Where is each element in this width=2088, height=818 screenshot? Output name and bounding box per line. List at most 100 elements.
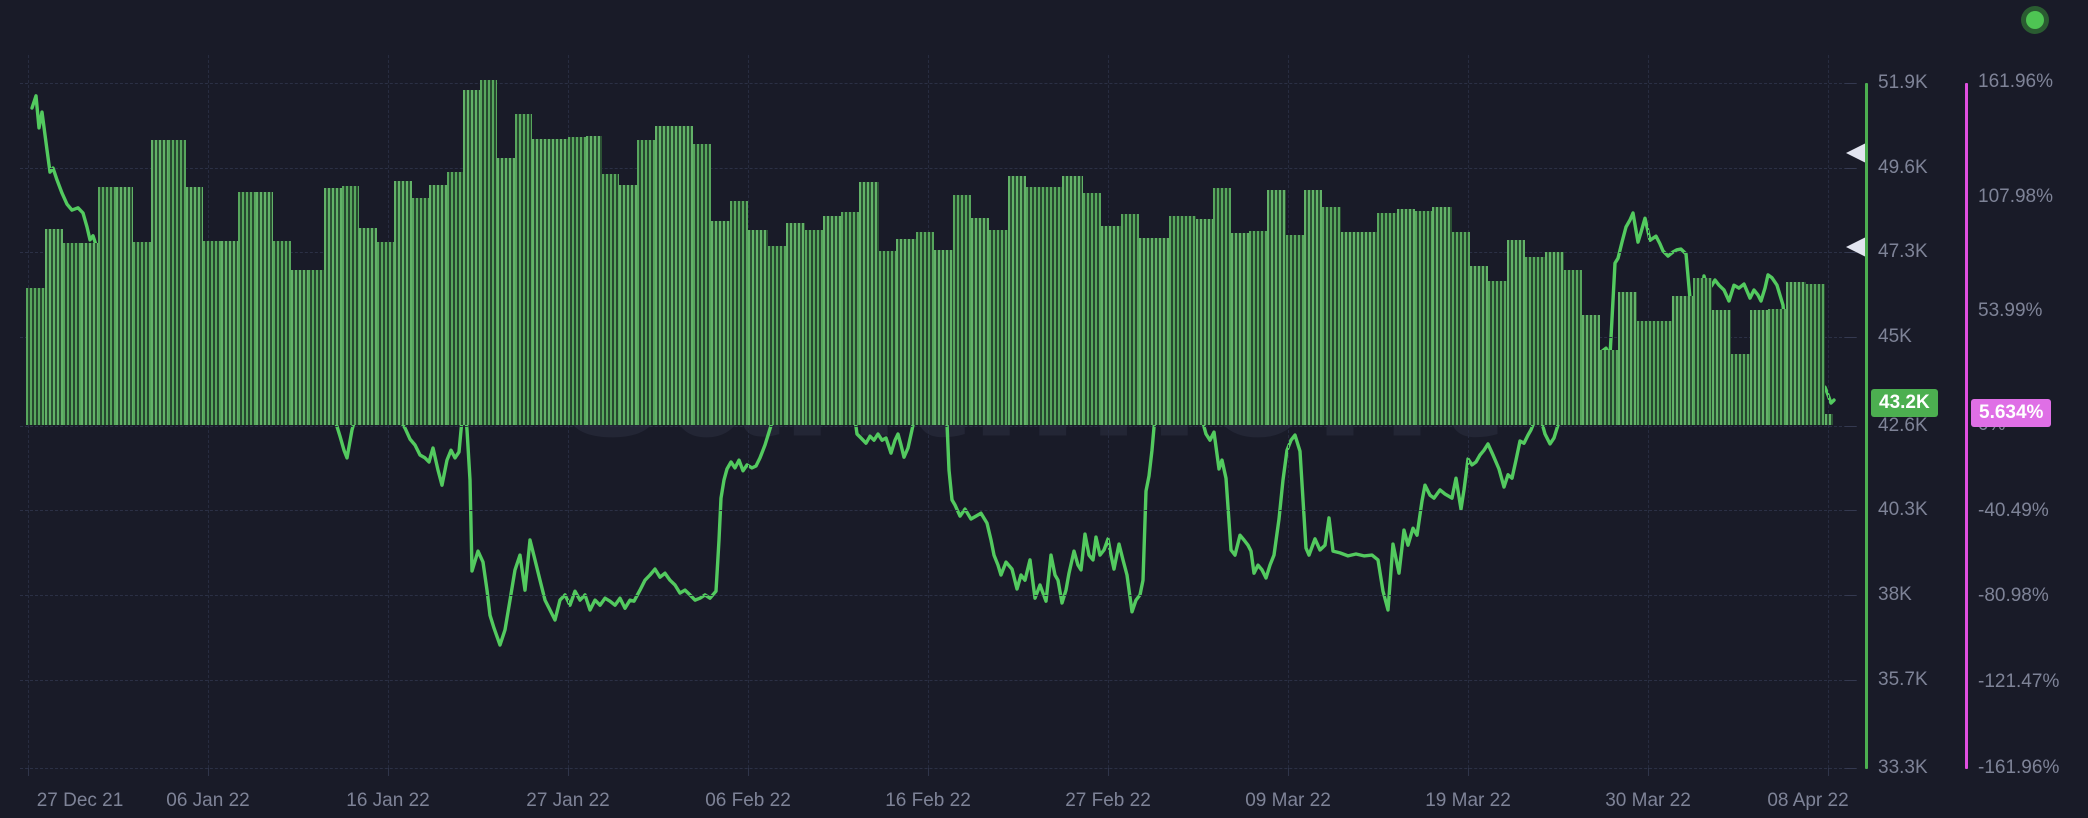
volume-bar	[1750, 309, 1768, 425]
h-gridline	[20, 768, 1857, 769]
x-axis-tick	[1288, 768, 1289, 776]
volume-bar	[989, 229, 1008, 425]
volume-bar	[1582, 315, 1600, 425]
volume-bar	[308, 269, 324, 425]
volume-bar	[256, 191, 273, 425]
volume-bar	[1618, 291, 1637, 425]
current-percent-badge: 5.634%	[1971, 399, 2052, 428]
volume-bar	[1062, 176, 1083, 425]
volume-bar	[602, 173, 619, 425]
x-axis-tick	[1108, 768, 1109, 776]
volume-bar	[1008, 176, 1026, 425]
x-axis-tick	[388, 768, 389, 776]
price-tick-label: 45K	[1878, 326, 1912, 348]
volume-bar	[377, 242, 394, 425]
price-axis-tick	[1845, 679, 1856, 681]
volume-bar	[63, 242, 81, 425]
price-axis-tick	[1845, 510, 1856, 512]
volume-bar	[1169, 216, 1196, 425]
percent-tick-label: 161.96%	[1978, 71, 2054, 93]
price-axis-tick	[1845, 768, 1856, 769]
volume-bar	[45, 228, 63, 425]
green-dot-icon	[2026, 11, 2044, 29]
volume-bar	[1377, 213, 1397, 425]
volume-bar	[1196, 218, 1213, 425]
volume-bar	[1600, 349, 1618, 425]
h-gridline	[20, 83, 1857, 84]
volume-bar	[480, 80, 497, 425]
volume-bar	[841, 212, 859, 425]
volume-bar	[619, 184, 637, 425]
volume-bar	[81, 242, 98, 425]
price-marker-triangle-icon	[1846, 142, 1866, 163]
volume-bar	[447, 172, 463, 425]
volume-bar	[568, 136, 586, 425]
volume-bar	[1672, 295, 1693, 425]
percent-tick-label: -80.98%	[1978, 585, 2049, 607]
volume-bar	[1488, 280, 1507, 425]
price-axis-tick	[1845, 83, 1856, 84]
volume-bar	[359, 228, 377, 425]
volume-bar	[1139, 238, 1169, 425]
volume-bar	[1786, 282, 1806, 425]
volume-bar	[1768, 309, 1786, 425]
x-axis-tick	[1468, 768, 1469, 776]
volume-bar	[1267, 190, 1286, 425]
volume-bar	[98, 187, 116, 425]
volume-bar	[655, 125, 693, 425]
volume-bar	[1415, 210, 1432, 425]
x-axis-date-label: 16 Jan 22	[346, 790, 430, 811]
volume-bar	[1397, 209, 1415, 425]
volume-bar	[1026, 187, 1062, 425]
volume-bar	[116, 187, 133, 425]
x-axis-date-label: 08 Apr 22	[1767, 790, 1849, 811]
volume-bar	[1806, 283, 1825, 425]
volume-bar	[1693, 278, 1712, 425]
volume-bar	[934, 250, 953, 425]
status-dot-button[interactable]	[2021, 6, 2049, 34]
volume-bar	[1121, 213, 1139, 425]
volume-bar	[203, 240, 221, 425]
volume-bar	[768, 246, 786, 425]
volume-bar	[1101, 225, 1121, 425]
price-tick-label: 51.9K	[1878, 72, 1928, 93]
percent-tick-label: -121.47%	[1978, 670, 2060, 692]
volume-bar	[532, 139, 568, 425]
price-tick-label: 33.3K	[1878, 757, 1928, 778]
volume-bar	[1083, 192, 1101, 425]
volume-bar	[916, 231, 934, 425]
x-axis-tick	[1648, 768, 1649, 776]
volume-bar	[26, 287, 45, 425]
volume-bar	[748, 229, 768, 425]
volume-bar	[805, 229, 823, 425]
volume-bar	[238, 191, 256, 425]
volume-bar	[1304, 190, 1322, 425]
volume-bar	[896, 239, 916, 425]
volume-bar	[1564, 269, 1582, 425]
v-gridline	[1828, 55, 1829, 768]
volume-bar	[324, 187, 342, 425]
volume-bar	[711, 220, 730, 425]
price-axis-tick	[1845, 337, 1856, 339]
price-axis-line	[1865, 83, 1868, 769]
volume-bar	[1507, 239, 1525, 425]
volume-bar	[1322, 206, 1341, 425]
volume-bar	[463, 89, 480, 425]
h-gridline	[20, 167, 1857, 169]
x-axis-date-label: 27 Feb 22	[1065, 790, 1151, 811]
percent-tick-label: 53.99%	[1978, 299, 2043, 321]
h-gridline	[20, 594, 1857, 596]
volume-bar	[1452, 231, 1470, 425]
percent-tick-label: -40.49%	[1978, 499, 2049, 521]
x-axis-tick	[208, 768, 209, 776]
current-price-badge: 43.2K	[1871, 389, 1938, 418]
volume-bar	[394, 180, 412, 425]
volume-bar	[859, 181, 879, 425]
volume-bar	[1637, 320, 1672, 425]
price-axis-tick	[1845, 167, 1856, 169]
volume-bar	[1341, 231, 1377, 425]
volume-bar	[168, 139, 186, 425]
volume-bar	[1712, 309, 1731, 425]
